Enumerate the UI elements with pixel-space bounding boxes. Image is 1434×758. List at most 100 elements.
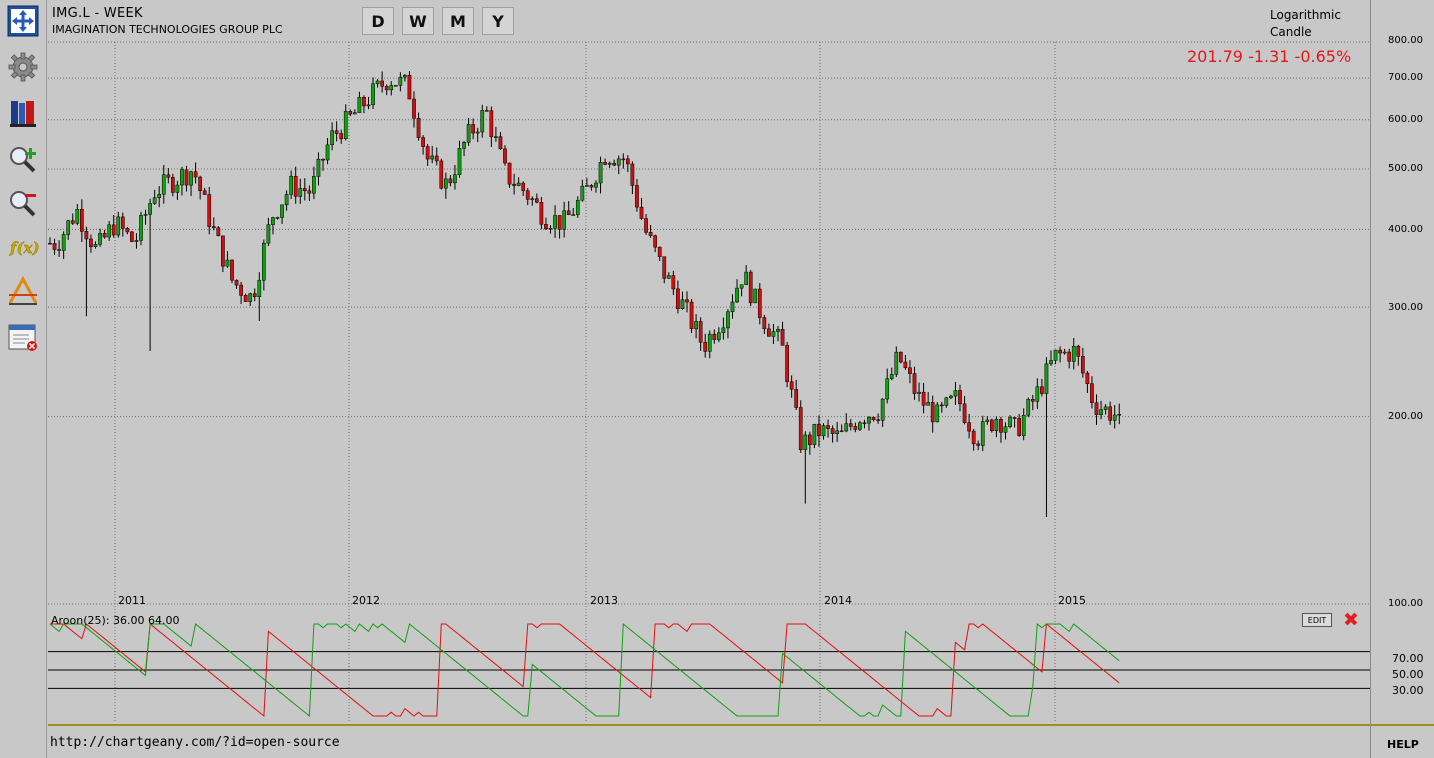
candle-body (557, 215, 562, 230)
zoom-in-button[interactable] (6, 142, 40, 176)
candle-body (462, 142, 466, 149)
candle-body (830, 428, 835, 434)
candle-body (789, 381, 794, 390)
candle-body (921, 391, 926, 406)
candle-body (207, 194, 212, 227)
candle-body (457, 148, 462, 175)
candle-body (862, 422, 867, 425)
candle-body (70, 220, 75, 224)
candle-body (353, 112, 357, 115)
aroon-down-line (50, 623, 1120, 718)
candle-body (343, 111, 348, 139)
candle-body (903, 361, 908, 369)
candle-body (530, 198, 535, 200)
library-button[interactable] (6, 96, 40, 130)
candle-body (917, 391, 921, 394)
candle-body (689, 301, 694, 330)
book-icon (10, 101, 36, 127)
candle-body (739, 284, 744, 289)
candle-body (808, 434, 812, 445)
candle-body (371, 83, 375, 106)
candle-body (266, 224, 271, 244)
candle-body (826, 425, 830, 429)
candle-body (1103, 406, 1108, 410)
period-yearly-button[interactable]: Y (482, 7, 514, 35)
candle-body (357, 97, 362, 113)
help-button[interactable]: HELP (1387, 738, 1419, 751)
candle-body (626, 158, 630, 165)
candle-body (480, 110, 485, 133)
candle-body (908, 367, 912, 374)
candle-body (444, 178, 448, 189)
candle-body (75, 209, 80, 224)
candle-body (848, 423, 853, 427)
candle-body (448, 178, 453, 184)
candle-body (111, 224, 116, 236)
candle-body (748, 271, 753, 304)
candle-body (621, 158, 626, 161)
candle-body (453, 174, 457, 184)
period-monthly-button[interactable]: M (442, 7, 474, 35)
period-daily-button[interactable]: D (362, 7, 394, 35)
candle-body (243, 295, 248, 302)
candle-body (430, 155, 435, 160)
candle-body (1071, 345, 1076, 362)
candle-body (1067, 351, 1072, 362)
candle-body (166, 174, 171, 178)
candle-body (221, 235, 225, 267)
candle-body (439, 160, 444, 189)
candle-body (717, 332, 721, 340)
candle-body (466, 124, 471, 143)
candle-body (516, 182, 521, 186)
candle-body (202, 190, 207, 195)
candle-body (184, 169, 189, 186)
period-weekly-button[interactable]: W (402, 7, 434, 35)
candle-body (853, 426, 858, 430)
candle-body (271, 217, 275, 225)
candle-body (157, 193, 162, 199)
candle-body (821, 425, 826, 437)
remove-panel-button[interactable] (6, 320, 40, 354)
candle-body (120, 216, 125, 229)
candle-body (1085, 372, 1090, 384)
settings-button[interactable] (6, 50, 40, 84)
svg-text:f(x): f(x) (9, 239, 39, 257)
candle-body (871, 416, 876, 420)
candle-body (544, 224, 548, 230)
zoom-out-button[interactable] (6, 186, 40, 220)
fullscreen-button[interactable] (6, 4, 40, 38)
source-url[interactable]: http://chartgeany.com/?id=open-source (50, 735, 340, 750)
candle-body (1003, 426, 1008, 433)
price-tick: 500.00 (1388, 163, 1423, 174)
candle-body (666, 275, 671, 279)
candle-body (130, 231, 134, 242)
candle-body (630, 163, 635, 186)
candle-body (971, 430, 976, 445)
close-indicator-icon[interactable]: ✖ (1343, 609, 1359, 631)
company-name: IMAGINATION TECHNOLOGIES GROUP PLC (52, 23, 283, 36)
functions-button[interactable]: f(x) (6, 230, 40, 264)
candle-body (612, 162, 617, 166)
symbol-title: IMG.L - WEEK (52, 6, 143, 21)
candle-body (930, 402, 935, 423)
candle-body (635, 185, 639, 208)
candle-body (362, 97, 366, 107)
candle-body (794, 389, 799, 408)
candle-body (425, 146, 430, 160)
price-tick: 800.00 (1388, 35, 1423, 46)
candle-body (694, 321, 698, 330)
candle-body (566, 210, 571, 216)
candle-body (507, 162, 512, 185)
candle-body (161, 174, 166, 195)
aroon-indicator-label: Aroon(25): 36.00 64.00 (51, 614, 180, 627)
candle-body (280, 204, 284, 218)
candle-body (685, 299, 689, 303)
candle-body (735, 287, 739, 303)
edit-indicator-button[interactable]: EDIT (1302, 613, 1332, 627)
candle-body (503, 148, 507, 164)
drawing-tools-button[interactable] (6, 274, 40, 308)
candle-body (812, 423, 817, 445)
candle-body (858, 422, 862, 430)
